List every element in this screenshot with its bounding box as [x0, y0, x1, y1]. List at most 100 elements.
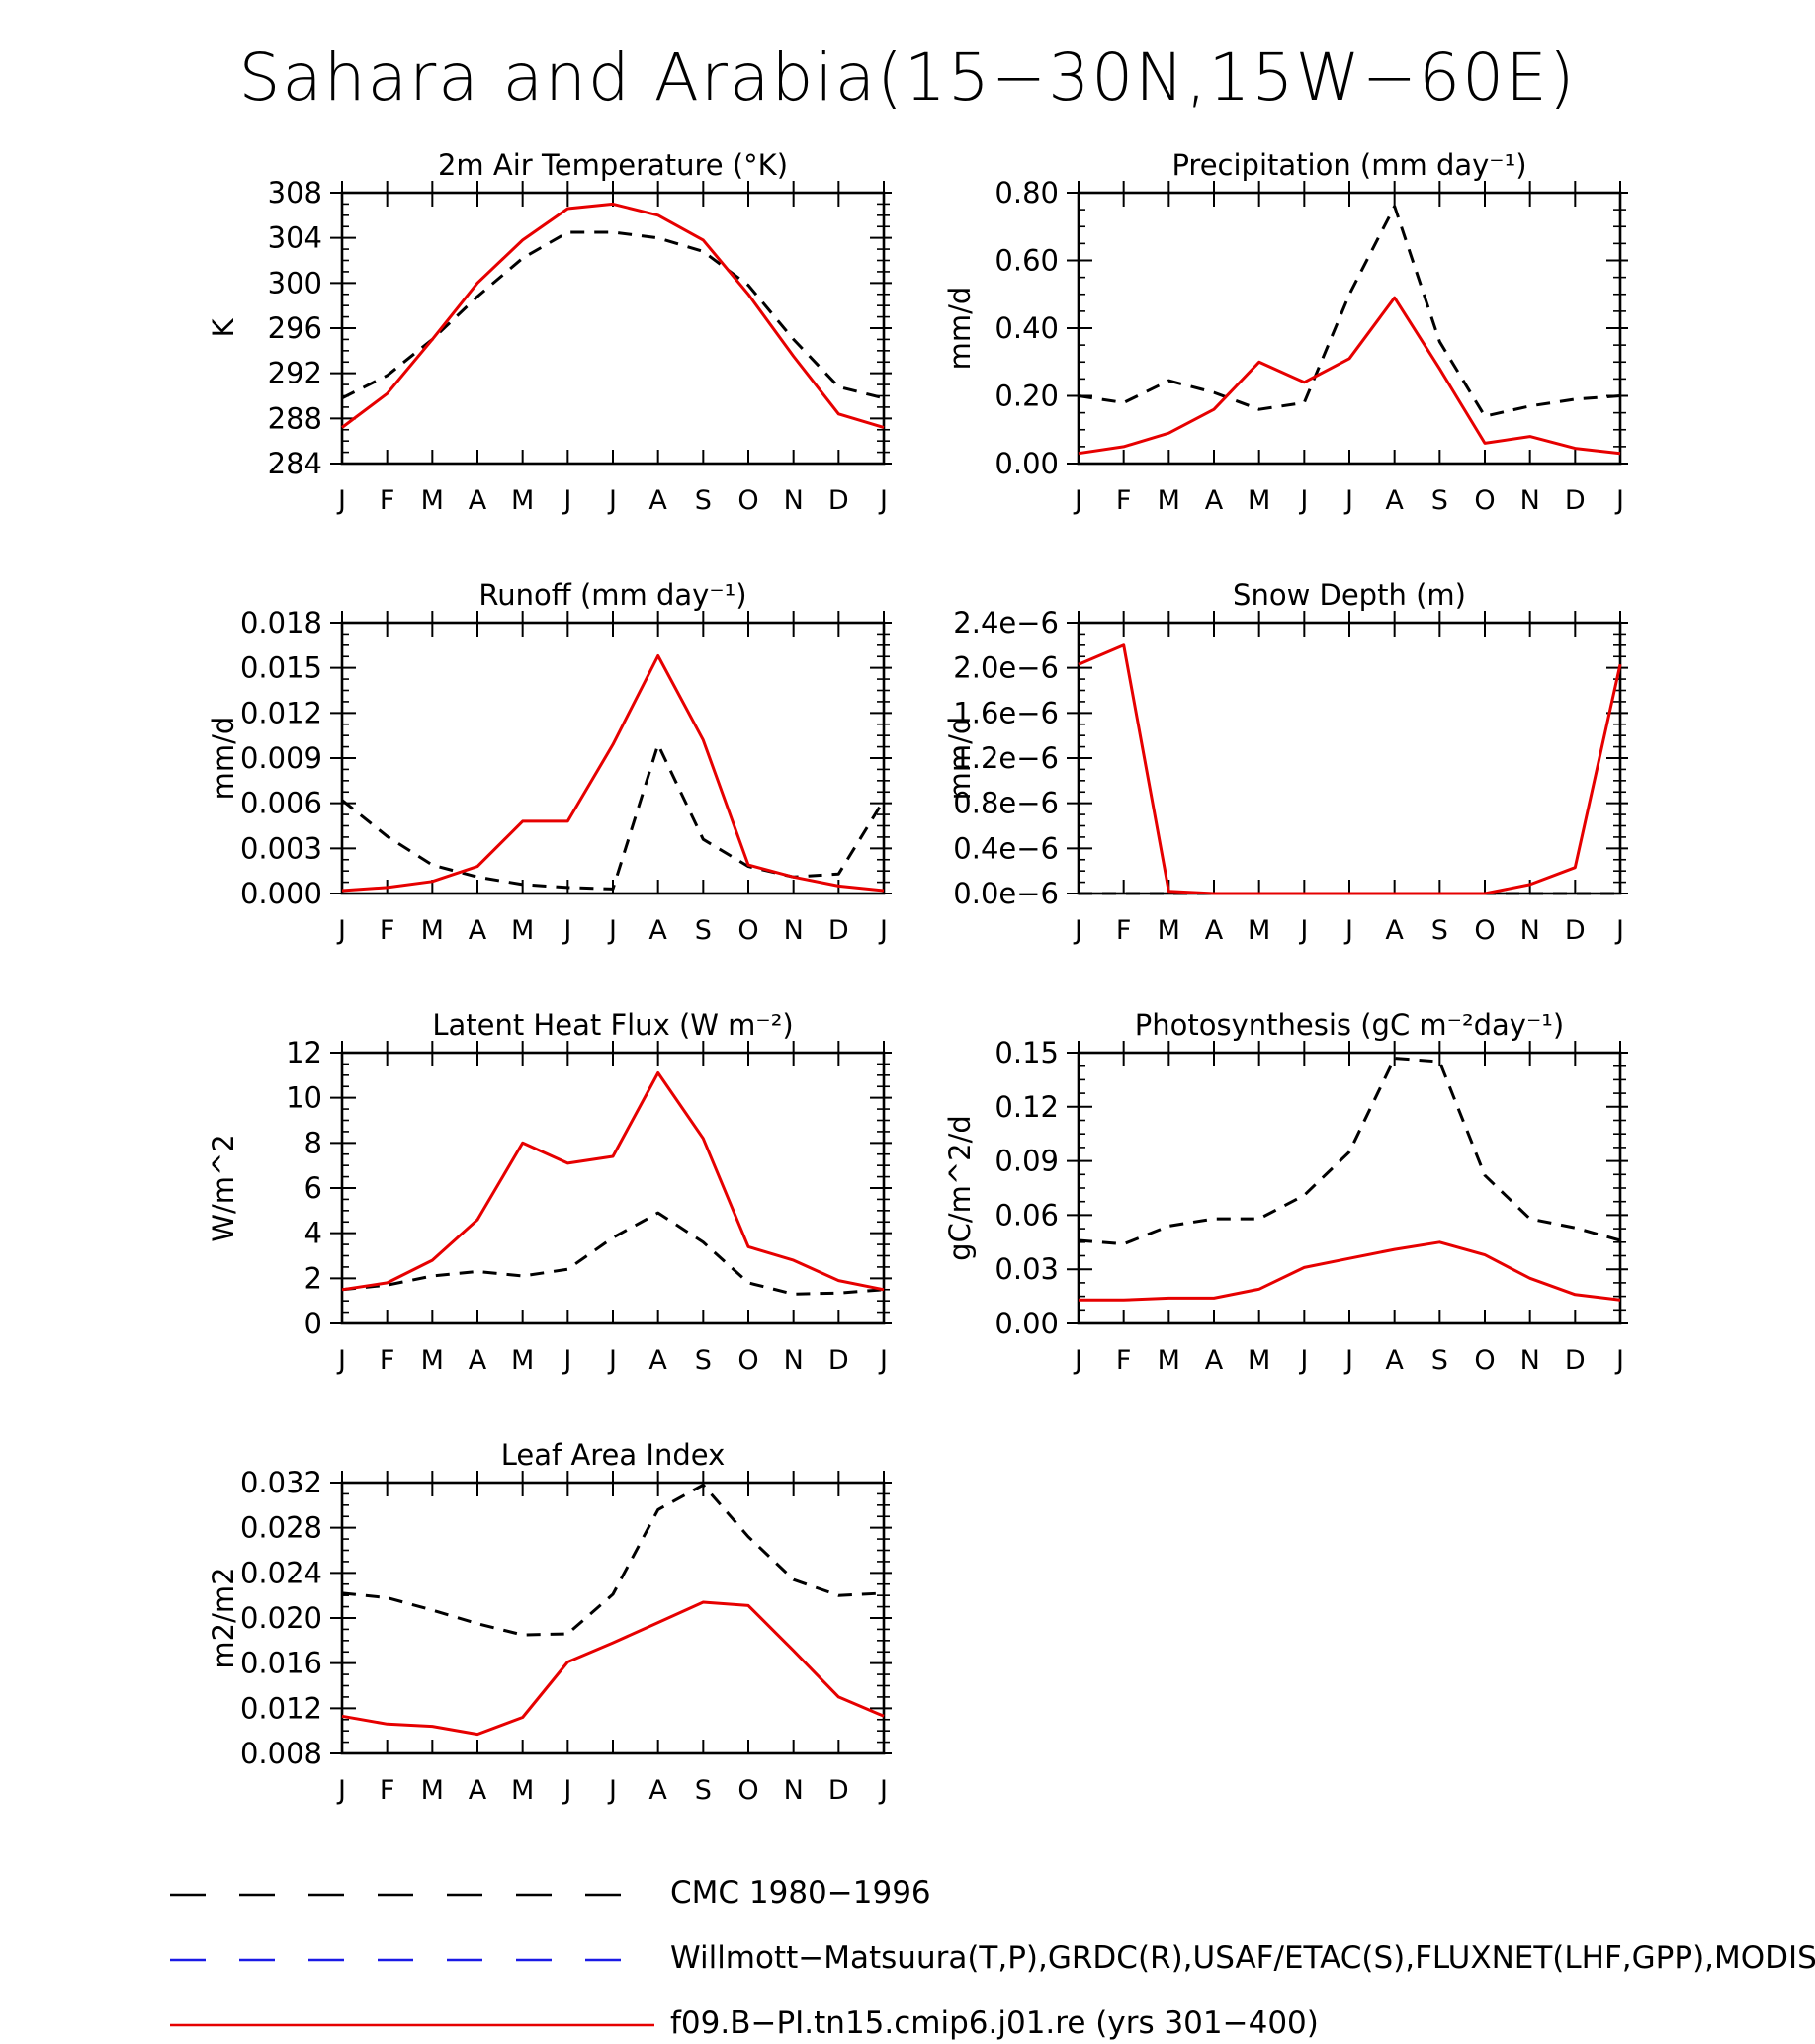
- x-tick-label: J: [1298, 915, 1308, 946]
- series-line-1: [1079, 1240, 1621, 1302]
- y-tick-label: 308: [268, 176, 322, 210]
- series-line-0: [341, 1483, 885, 1637]
- x-tick-label: A: [469, 485, 487, 516]
- x-tick-label: D: [828, 485, 849, 516]
- x-tick-label: A: [469, 1775, 487, 1806]
- chart-panel-6: J F M A M J J A S O N D J0.0080.0120.0160.0200.0240.…: [207, 1438, 892, 1806]
- x-tick-label: O: [737, 485, 758, 516]
- y-tick-label: 0.015: [240, 651, 322, 685]
- x-tick-label: M: [1158, 1345, 1180, 1376]
- x-tick-label: J: [1073, 485, 1082, 516]
- x-tick-label: A: [648, 485, 667, 516]
- x-tick-label: J: [336, 915, 346, 946]
- y-tick-label: 0.003: [240, 831, 322, 865]
- x-tick-label: J: [1614, 485, 1624, 516]
- y-tick-label: 0.06: [994, 1198, 1059, 1232]
- x-tick-label: N: [1520, 485, 1540, 516]
- y-tick-label: 0.00: [994, 447, 1059, 480]
- x-tick-label: N: [784, 485, 804, 516]
- panel-title: Photosynthesis (gC m⁻²day⁻¹): [1135, 1008, 1564, 1042]
- x-tick-label: F: [1116, 1345, 1132, 1376]
- x-tick-label: J: [878, 485, 888, 516]
- y-tick-label: 0.15: [994, 1036, 1059, 1069]
- x-tick-label: A: [1205, 1345, 1224, 1376]
- y-tick-label: 1.2e−6: [953, 741, 1059, 775]
- x-tick-label: D: [1565, 485, 1586, 516]
- x-tick-label: M: [511, 485, 534, 516]
- x-tick-label: D: [828, 1775, 849, 1806]
- y-tick-label: 0.012: [240, 696, 322, 729]
- x-tick-label: J: [607, 1345, 617, 1376]
- x-tick-label: N: [1520, 1345, 1540, 1376]
- x-tick-label: J: [1073, 915, 1082, 946]
- y-tick-label: 0.032: [240, 1466, 322, 1499]
- panel-title: 2m Air Temperature (°K): [438, 148, 788, 182]
- x-tick-label: F: [1116, 915, 1132, 946]
- x-tick-label: O: [1474, 1345, 1495, 1376]
- y-tick-label: 0.80: [994, 176, 1059, 210]
- x-tick-label: J: [562, 1345, 571, 1376]
- x-tick-label: J: [607, 1775, 617, 1806]
- y-tick-label: 0.0e−6: [953, 877, 1059, 910]
- y-axis-label: K: [207, 318, 240, 338]
- x-tick-label: J: [562, 485, 571, 516]
- y-tick-label: 2.0e−6: [953, 651, 1059, 685]
- x-tick-label: A: [1205, 915, 1224, 946]
- y-axis-label: mm/d: [943, 287, 977, 371]
- x-tick-label: J: [1343, 915, 1353, 946]
- x-tick-label: F: [380, 485, 395, 516]
- x-tick-label: J: [336, 485, 346, 516]
- y-tick-label: 0.012: [240, 1691, 322, 1725]
- x-tick-label: D: [828, 1345, 849, 1376]
- x-tick-label: N: [784, 1775, 804, 1806]
- y-tick-label: 2: [304, 1261, 322, 1295]
- y-tick-label: 0.006: [240, 787, 322, 820]
- x-tick-label: A: [469, 1345, 487, 1376]
- x-tick-label: J: [1343, 485, 1353, 516]
- x-tick-label: O: [737, 1775, 758, 1806]
- y-tick-label: 2.4e−6: [953, 606, 1059, 639]
- x-tick-label: O: [737, 1345, 758, 1376]
- x-tick-label: S: [1431, 485, 1448, 516]
- panel-title: Precipitation (mm day⁻¹): [1171, 148, 1526, 182]
- y-tick-label: 0.60: [994, 244, 1059, 278]
- x-tick-label: J: [878, 915, 888, 946]
- x-tick-label: S: [1431, 915, 1448, 946]
- x-tick-label: M: [1158, 485, 1180, 516]
- y-tick-label: 284: [268, 447, 322, 480]
- y-tick-label: 288: [268, 401, 322, 435]
- panel-title: Runoff (mm day⁻¹): [478, 578, 746, 612]
- y-tick-label: 0.03: [994, 1252, 1059, 1286]
- chart-panel-3: J F M A M J J A S O N D J0.0e−60.4e−60.8e−61.2e−61.6…: [943, 578, 1628, 946]
- panel-title: Snow Depth (m): [1233, 578, 1466, 612]
- legend-label-2: f09.B−PI.tn15.cmip6.j01.re (yrs 301−400): [670, 2005, 1319, 2041]
- x-tick-label: J: [607, 485, 617, 516]
- x-tick-label: M: [421, 915, 444, 946]
- x-tick-label: O: [737, 915, 758, 946]
- x-tick-label: J: [562, 1775, 571, 1806]
- x-tick-label: J: [562, 915, 571, 946]
- x-tick-label: A: [1385, 485, 1404, 516]
- y-tick-label: 0.09: [994, 1145, 1059, 1178]
- y-tick-label: 0.020: [240, 1601, 322, 1635]
- panel-title: Latent Heat Flux (W m⁻²): [432, 1008, 793, 1042]
- series-line-1: [341, 654, 885, 893]
- x-tick-label: N: [784, 1345, 804, 1376]
- y-tick-label: 10: [286, 1081, 322, 1115]
- y-tick-label: 12: [286, 1036, 322, 1069]
- y-tick-label: 296: [268, 311, 322, 345]
- y-tick-label: 1.6e−6: [953, 696, 1059, 729]
- x-tick-label: A: [648, 1775, 667, 1806]
- series-line-1: [1078, 296, 1621, 456]
- x-tick-label: D: [828, 915, 849, 946]
- chart-panel-5: J F M A M J J A S O N D J0.000.030.060.090.120.15Pho…: [943, 1008, 1628, 1376]
- x-tick-label: F: [1116, 485, 1132, 516]
- y-axis-label: mm/d: [943, 717, 977, 801]
- y-tick-label: 0.009: [240, 741, 322, 775]
- x-tick-label: J: [1614, 915, 1624, 946]
- y-tick-label: 292: [268, 357, 322, 390]
- y-tick-label: 0.40: [994, 311, 1059, 345]
